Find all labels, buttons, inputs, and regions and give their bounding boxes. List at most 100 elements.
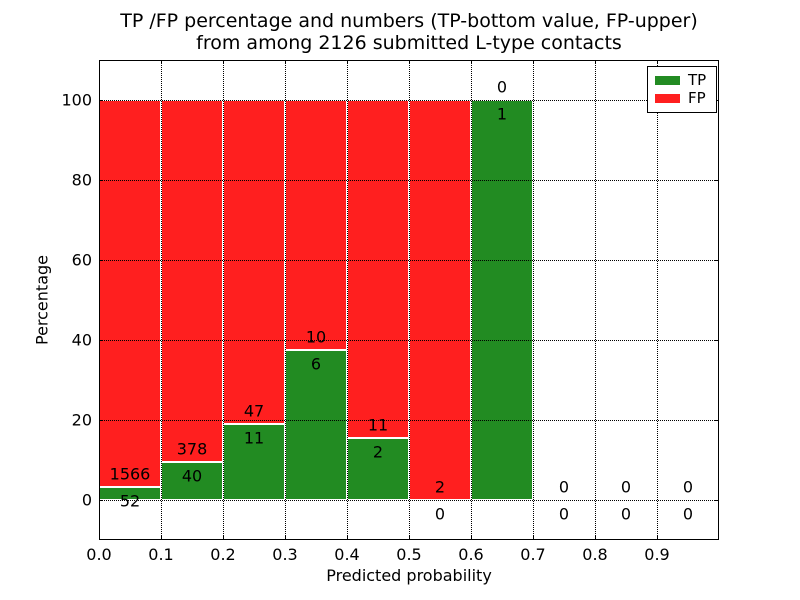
bar-fp-segment bbox=[285, 100, 347, 350]
tick-mark bbox=[347, 536, 348, 540]
tick-mark bbox=[99, 260, 103, 261]
fp-count-label: 0 bbox=[682, 477, 694, 497]
gridline-vertical bbox=[657, 60, 658, 540]
x-tick-label: 0.1 bbox=[148, 545, 174, 564]
x-tick-label: 0.3 bbox=[272, 545, 298, 564]
tick-mark bbox=[595, 536, 596, 540]
x-axis-label: Predicted probability bbox=[326, 566, 492, 585]
tp-count-label: 2 bbox=[372, 442, 384, 462]
y-tick-label: 0 bbox=[81, 490, 92, 510]
tick-mark bbox=[715, 260, 719, 261]
tp-count-label: 0 bbox=[682, 504, 694, 524]
gridline-vertical bbox=[471, 60, 472, 540]
chart-title-line2: from among 2126 submitted L-type contact… bbox=[196, 32, 622, 54]
tp-count-label: 0 bbox=[620, 504, 632, 524]
tick-mark bbox=[99, 100, 103, 101]
y-tick-label: 80 bbox=[71, 170, 92, 190]
tick-mark bbox=[657, 536, 658, 540]
gridline-vertical bbox=[347, 60, 348, 540]
y-tick-label: 100 bbox=[61, 90, 92, 110]
chart-title: TP /FP percentage and numbers (TP-bottom… bbox=[99, 10, 719, 54]
x-tick-label: 0.6 bbox=[458, 545, 484, 564]
legend-swatch-fp bbox=[655, 94, 680, 104]
bar-tp-segment bbox=[223, 424, 285, 500]
bar-tp-segment bbox=[161, 461, 223, 500]
fp-count-label: 1566 bbox=[109, 464, 151, 484]
legend-swatch-tp bbox=[655, 75, 680, 85]
fp-count-label: 0 bbox=[620, 477, 632, 497]
tp-count-label: 0 bbox=[434, 504, 446, 524]
tick-mark bbox=[715, 340, 719, 341]
chart-title-line1: TP /FP percentage and numbers (TP-bottom… bbox=[120, 10, 698, 32]
y-tick-label: 20 bbox=[71, 410, 92, 430]
tick-mark bbox=[533, 60, 534, 64]
tp-count-label: 11 bbox=[243, 428, 265, 448]
fp-count-label: 47 bbox=[243, 401, 265, 421]
y-tick-label: 60 bbox=[71, 250, 92, 270]
y-axis-label: Percentage bbox=[32, 254, 52, 346]
fp-count-label: 0 bbox=[558, 477, 570, 497]
tick-mark bbox=[715, 180, 719, 181]
gridline-vertical bbox=[223, 60, 224, 540]
fp-count-label: 11 bbox=[367, 415, 389, 435]
legend: TP FP bbox=[647, 66, 717, 113]
tick-mark bbox=[161, 536, 162, 540]
tick-mark bbox=[409, 536, 410, 540]
x-tick-label: 0.9 bbox=[644, 545, 670, 564]
bar-fp-segment bbox=[347, 100, 409, 439]
x-tick-label: 0.7 bbox=[520, 545, 546, 564]
gridline-vertical bbox=[409, 60, 410, 540]
tick-mark bbox=[657, 60, 658, 64]
tick-mark bbox=[409, 60, 410, 64]
tick-mark bbox=[99, 340, 103, 341]
legend-label-tp: TP bbox=[688, 70, 707, 89]
x-tick-label: 0.0 bbox=[86, 545, 112, 564]
gridline-vertical bbox=[161, 60, 162, 540]
tick-mark bbox=[223, 536, 224, 540]
bar-tp-segment bbox=[285, 350, 347, 500]
tp-count-label: 1 bbox=[496, 104, 508, 124]
tick-mark bbox=[715, 420, 719, 421]
tick-mark bbox=[715, 500, 719, 501]
bar-fp-segment bbox=[409, 100, 471, 500]
tick-mark bbox=[99, 180, 103, 181]
tp-count-label: 6 bbox=[310, 354, 322, 374]
tick-mark bbox=[99, 420, 103, 421]
legend-entry-tp: TP bbox=[648, 70, 716, 89]
tick-mark bbox=[471, 536, 472, 540]
tp-count-label: 52 bbox=[119, 491, 141, 511]
x-tick-label: 0.4 bbox=[334, 545, 360, 564]
fp-count-label: 2 bbox=[434, 477, 446, 497]
tick-mark bbox=[161, 60, 162, 64]
tick-mark bbox=[223, 60, 224, 64]
bar-fp-segment bbox=[99, 100, 161, 488]
gridline-vertical bbox=[595, 60, 596, 540]
tick-mark bbox=[715, 100, 719, 101]
tick-mark bbox=[99, 60, 100, 64]
tick-mark bbox=[285, 60, 286, 64]
gridline-vertical bbox=[533, 60, 534, 540]
plot-area: 1566 52 378 40 47 11 10 6 11 2 2 0 0 1 0 0 0 0 0 0 bbox=[99, 60, 719, 540]
x-tick-label: 0.2 bbox=[210, 545, 236, 564]
fp-count-label: 10 bbox=[305, 327, 327, 347]
tp-count-label: 0 bbox=[558, 504, 570, 524]
tick-mark bbox=[533, 536, 534, 540]
bar-tp-segment bbox=[471, 100, 533, 500]
fp-count-label: 378 bbox=[176, 439, 208, 459]
legend-entry-fp: FP bbox=[648, 91, 716, 106]
bar-fp-segment bbox=[223, 100, 285, 425]
tick-mark bbox=[99, 536, 100, 540]
tick-mark bbox=[347, 60, 348, 64]
tick-mark bbox=[595, 60, 596, 64]
gridline-vertical bbox=[285, 60, 286, 540]
y-tick-label: 40 bbox=[71, 330, 92, 350]
x-tick-label: 0.5 bbox=[396, 545, 422, 564]
fp-count-label: 0 bbox=[496, 77, 508, 97]
tick-mark bbox=[99, 500, 103, 501]
tick-mark bbox=[285, 536, 286, 540]
tp-count-label: 40 bbox=[181, 466, 203, 486]
legend-label-fp: FP bbox=[688, 89, 706, 108]
tick-mark bbox=[471, 60, 472, 64]
bar-fp-segment bbox=[161, 100, 223, 462]
